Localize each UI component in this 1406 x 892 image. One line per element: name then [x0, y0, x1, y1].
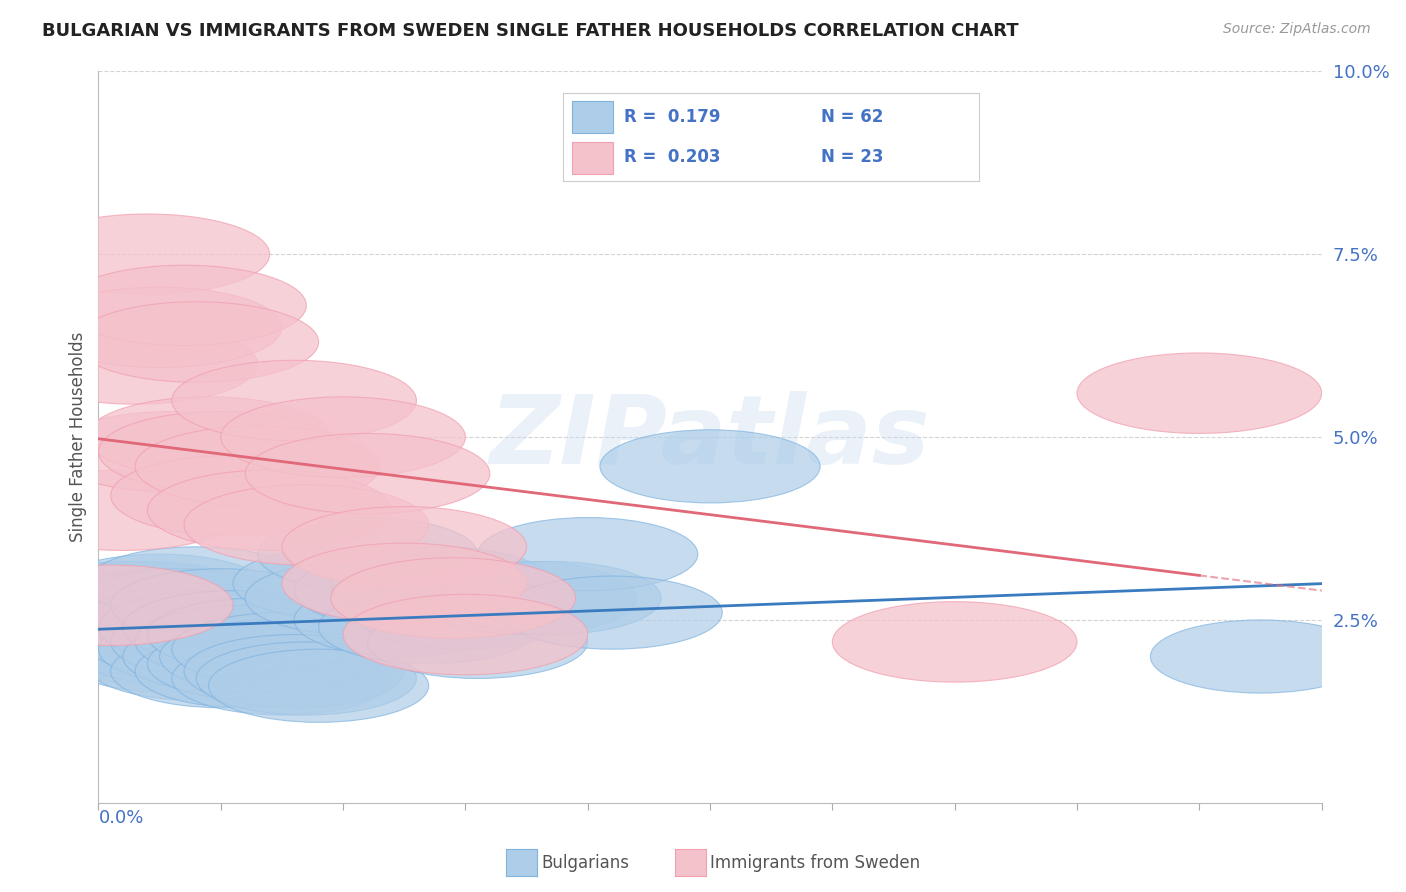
Text: BULGARIAN VS IMMIGRANTS FROM SWEDEN SINGLE FATHER HOUSEHOLDS CORRELATION CHART: BULGARIAN VS IMMIGRANTS FROM SWEDEN SING…	[42, 22, 1019, 40]
Text: Immigrants from Sweden: Immigrants from Sweden	[710, 854, 920, 871]
Text: ZIPatlas: ZIPatlas	[489, 391, 931, 483]
Text: Bulgarians: Bulgarians	[541, 854, 630, 871]
Text: Source: ZipAtlas.com: Source: ZipAtlas.com	[1223, 22, 1371, 37]
Y-axis label: Single Father Households: Single Father Households	[69, 332, 87, 542]
Text: 0.0%: 0.0%	[98, 809, 143, 827]
